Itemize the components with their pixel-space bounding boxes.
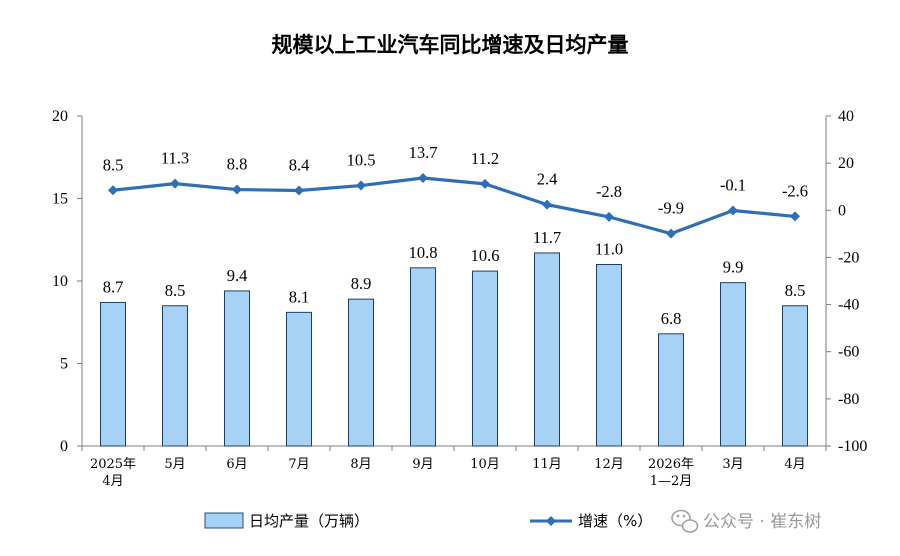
bar-data-label: 9.9 — [723, 258, 744, 277]
line-data-label: -2.8 — [596, 182, 622, 201]
bar-data-label: 8.1 — [289, 287, 310, 306]
x-tick-label: 1—2月 — [650, 474, 693, 489]
right-tick-label: 0 — [838, 202, 846, 219]
line-data-label: 13.7 — [409, 143, 438, 162]
line-point — [790, 211, 800, 222]
legend-line-label: 增速（%） — [578, 512, 652, 530]
bar-data-label: 8.5 — [165, 281, 186, 300]
bar-data-label: 8.7 — [103, 277, 124, 296]
x-tick-label: 4月 — [784, 457, 805, 472]
x-tick-label: 3月 — [722, 457, 743, 472]
line-data-labels: 8.5 11.3 8.8 8.4 10.5 13.7 11.2 2.4 -2.8 -9.9 -0.1… — [103, 143, 808, 218]
bar — [224, 290, 250, 447]
x-tick-label: 2026年 — [648, 457, 694, 472]
x-tick-label: 4月 — [102, 474, 123, 489]
bar — [472, 270, 498, 447]
x-tick-label: 5月 — [164, 457, 185, 472]
x-tick-label: 12月 — [594, 457, 624, 472]
line-point — [294, 185, 304, 196]
legend: 日均产量（万辆） 增速（%） — [204, 512, 652, 530]
right-tick-label: -40 — [838, 297, 859, 314]
bar — [410, 267, 436, 447]
x-tick-label: 11月 — [532, 457, 562, 472]
left-tick-label: 5 — [60, 356, 68, 373]
bar-series — [100, 252, 808, 447]
line-data-label: 8.8 — [227, 155, 248, 174]
line-data-label: -9.9 — [658, 199, 684, 218]
bar — [596, 264, 622, 447]
bar — [658, 333, 684, 447]
left-tick-label: 0 — [60, 438, 68, 455]
chart-title: 规模以上工业汽车同比增速及日均产量 — [272, 33, 629, 57]
bar-data-label: 6.8 — [661, 309, 682, 328]
wechat-icon — [671, 509, 699, 533]
line-data-label: 11.3 — [161, 149, 189, 168]
bar-data-label: 11.7 — [533, 228, 561, 247]
line-point — [108, 185, 118, 196]
line-data-label: 8.5 — [103, 155, 124, 174]
line-data-label: 2.4 — [537, 170, 558, 189]
right-tick-label: -80 — [838, 391, 859, 408]
x-tick-labels: 2025年 4月 5月 6月 7月 8月 9月 10月 11月 12月 2026年 1—2月 3月 4月 — [90, 457, 806, 489]
legend-bar-swatch — [204, 512, 244, 529]
line-data-label: 10.5 — [347, 151, 376, 170]
line-data-label: -2.6 — [782, 181, 808, 200]
x-tick-label: 10月 — [470, 457, 500, 472]
bar-data-label: 9.4 — [227, 266, 248, 285]
bar — [348, 298, 374, 447]
line-point — [542, 199, 552, 210]
bar — [782, 305, 808, 447]
bar — [286, 311, 312, 447]
left-tick-label: 15 — [52, 191, 68, 208]
right-tick-label: -20 — [838, 249, 859, 266]
bar-data-label: 8.9 — [351, 274, 372, 293]
bar — [100, 301, 126, 447]
bar-data-labels: 8.7 8.5 9.4 8.1 8.9 10.8 10.6 11.7 11.0 6.8 9.9 8.5 — [103, 228, 806, 328]
watermark: 公众号 · 崔东树 — [671, 509, 821, 533]
line-data-label: -0.1 — [720, 176, 746, 195]
legend-line-marker — [546, 516, 556, 526]
legend-bar-label: 日均产量（万辆） — [249, 512, 369, 530]
bar-data-label: 10.6 — [471, 246, 500, 265]
line-point — [728, 205, 738, 216]
left-tick-label: 10 — [52, 273, 68, 290]
right-tick-label: -60 — [838, 344, 859, 361]
line-point — [604, 211, 614, 222]
line-data-label: 11.2 — [471, 149, 499, 168]
x-tick-label: 7月 — [288, 457, 309, 472]
left-tick-label: 20 — [52, 108, 68, 125]
bar — [534, 252, 560, 447]
line-series — [108, 172, 800, 239]
bar — [720, 282, 746, 447]
line-data-label: 8.4 — [289, 155, 310, 174]
x-tick-label: 9月 — [412, 457, 433, 472]
line-point — [232, 184, 242, 195]
right-tick-label: 40 — [838, 108, 854, 125]
x-tick-label: 8月 — [350, 457, 371, 472]
x-tick-label: 2025年 — [90, 457, 136, 472]
right-tick-label: 20 — [838, 155, 854, 172]
growth-line — [112, 176, 796, 236]
right-tick-label: -100 — [838, 438, 867, 455]
bar-data-label: 11.0 — [595, 240, 623, 259]
x-tick-label: 6月 — [226, 457, 247, 472]
line-point — [666, 228, 676, 239]
line-point — [418, 172, 428, 183]
line-point — [480, 178, 490, 189]
bar-data-label: 8.5 — [785, 281, 806, 300]
line-point — [356, 180, 366, 191]
bar — [162, 305, 188, 447]
bar-data-label: 10.8 — [409, 243, 438, 262]
axes: 0 5 10 15 20 -100 -80 -60 -40 -20 0 20 40 — [52, 108, 867, 455]
watermark-text: 公众号 · 崔东树 — [703, 512, 821, 532]
line-point — [170, 178, 180, 189]
